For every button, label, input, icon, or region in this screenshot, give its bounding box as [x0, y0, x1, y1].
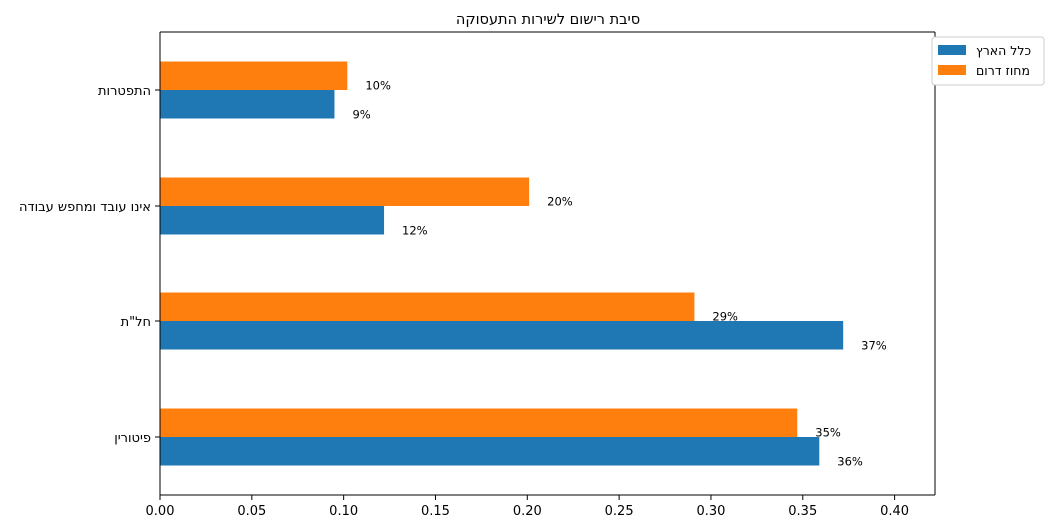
- bar-south-0: [160, 408, 798, 437]
- x-tick-label: 0.10: [329, 504, 358, 519]
- bar-national-1: [160, 321, 844, 350]
- x-tick-label: 0.05: [237, 504, 266, 519]
- y-tick-label: פיטורין: [114, 431, 151, 446]
- bar-south-3: [160, 61, 348, 90]
- y-tick-label: אינו עובד ומחפש עבודה: [19, 200, 151, 215]
- legend-label-1: מחוז דרום: [976, 63, 1030, 78]
- data-label-national-1: 37%: [861, 339, 887, 353]
- legend: כלל הארץ מחוז דרום: [931, 36, 1045, 86]
- data-label-south-3: 10%: [365, 79, 391, 93]
- chart-title: סיבת רישום לשירות התעסוקה: [456, 12, 640, 28]
- data-label-national-0: 36%: [837, 455, 863, 469]
- bar-national-2: [160, 206, 385, 235]
- data-label-national-3: 9%: [352, 108, 370, 122]
- x-tick-label: 0.15: [421, 504, 450, 519]
- legend-label-0: כלל הארץ: [976, 43, 1031, 58]
- x-tick-label: 0.00: [146, 504, 175, 519]
- data-label-south-1: 29%: [712, 310, 738, 324]
- bar-south-2: [160, 177, 530, 206]
- bar-national-3: [160, 90, 335, 119]
- data-label-south-0: 35%: [815, 426, 841, 440]
- legend-swatch-0: [938, 45, 966, 55]
- y-tick-label: התפטרות: [98, 84, 151, 99]
- x-tick-label: 0.30: [696, 504, 725, 519]
- x-tick-label: 0.25: [605, 504, 634, 519]
- legend-swatch-1: [938, 65, 966, 75]
- data-label-south-2: 20%: [547, 195, 573, 209]
- plot-area: 36% 37% 12% 9% 35% 29% 20% 10% 0.00 0.05 0.10 0.15 0…: [19, 31, 936, 519]
- data-label-national-2: 12%: [402, 224, 428, 238]
- bar-south-1: [160, 292, 695, 321]
- x-tick-label: 0.40: [880, 504, 909, 519]
- x-tick-label: 0.20: [513, 504, 542, 519]
- y-tick-label: חל"ת: [121, 315, 151, 330]
- bar-national-0: [160, 437, 820, 466]
- x-tick-label: 0.35: [788, 504, 817, 519]
